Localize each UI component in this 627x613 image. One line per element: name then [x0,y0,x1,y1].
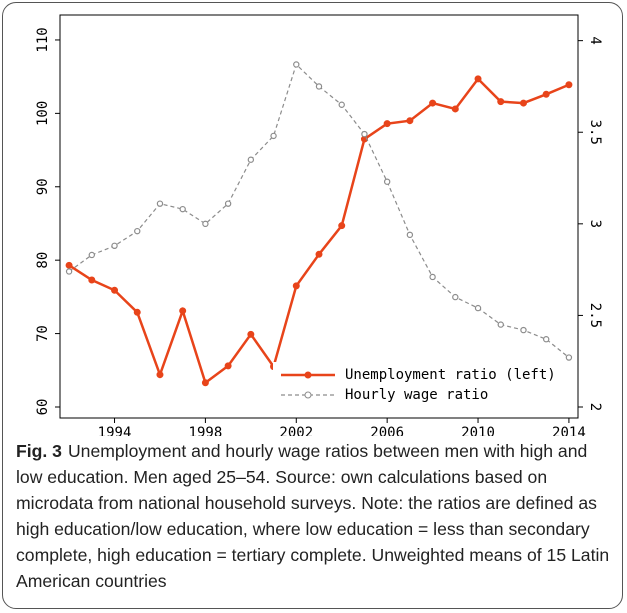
data-point [406,231,414,239]
data-point [361,130,368,138]
x-tick-label: 2010 [461,425,495,436]
data-point [134,227,141,235]
data-point [247,156,255,163]
legend-box [273,362,556,408]
data-point [474,75,482,83]
plot-frame [59,14,579,419]
data-point [542,90,550,98]
data-point [270,132,277,140]
data-point [497,98,505,106]
data-point [202,220,209,228]
y2-tick-label: 3 [587,220,603,228]
chart: 1994 1998 2002 2006 2010 2014 60 70 80 90 100 110 2 2… [35,14,603,436]
data-point [542,336,550,343]
data-point [133,308,141,316]
data-point [65,261,73,269]
data-point [247,330,255,338]
data-point [88,251,96,259]
data-point [520,326,527,334]
data-point [111,242,118,250]
data-point [565,354,573,361]
data-point [156,371,164,379]
caption-text: Unemployment and hourly wage ratios betw… [16,441,610,591]
x-tick-label: 1994 [98,425,132,436]
x-tick-label: 2014 [552,425,586,436]
data-point [474,304,482,312]
y2-tick-label: 3.5 [587,120,603,145]
y-tick-label: 110 [35,27,51,52]
data-point [315,250,323,258]
data-point [519,99,527,107]
legend-marker [304,391,312,399]
data-point [383,178,391,185]
data-point [179,205,186,213]
data-point [338,101,345,108]
y-tick-label: 60 [35,399,51,416]
y-tick-label: 90 [35,178,51,195]
data-point [201,379,209,387]
data-point [224,362,232,370]
data-point [406,117,414,125]
x-tick-label: 2002 [279,425,313,436]
data-point [293,61,300,68]
x-tick-label: 2006 [370,425,404,436]
caption-label: Fig. 3 [16,441,62,461]
x-tick-label: 1998 [189,425,223,436]
data-point [383,120,391,128]
y2-tick-label: 2 [587,403,603,411]
y2-tick-label: 4 [587,36,603,44]
legend: Unemployment ratio (left) Hourly wage rat… [273,362,556,408]
data-point [88,276,96,284]
data-point [565,81,573,89]
data-point [452,293,459,301]
data-point [315,83,323,90]
legend-label: Hourly wage ratio [345,387,488,403]
data-point [338,222,346,230]
y-tick-label: 100 [35,101,51,126]
series-line [68,76,570,385]
data-point [111,286,119,294]
y-tick-label: 70 [35,325,51,342]
data-point [292,282,300,290]
legend-marker [304,371,312,379]
data-point [156,200,164,207]
series-line [68,63,570,359]
legend-label: Unemployment ratio (left) [345,367,556,383]
caption: Fig. 3 Unemployment and hourly wage ratio… [16,438,616,594]
data-point [429,273,436,281]
data-point [429,99,437,107]
data-point [179,307,187,315]
data-point [224,200,232,207]
y-tick-label: 80 [35,252,51,269]
data-point [451,105,459,113]
data-point [65,268,73,275]
y2-tick-label: 2.5 [587,303,603,328]
data-point [497,321,504,328]
